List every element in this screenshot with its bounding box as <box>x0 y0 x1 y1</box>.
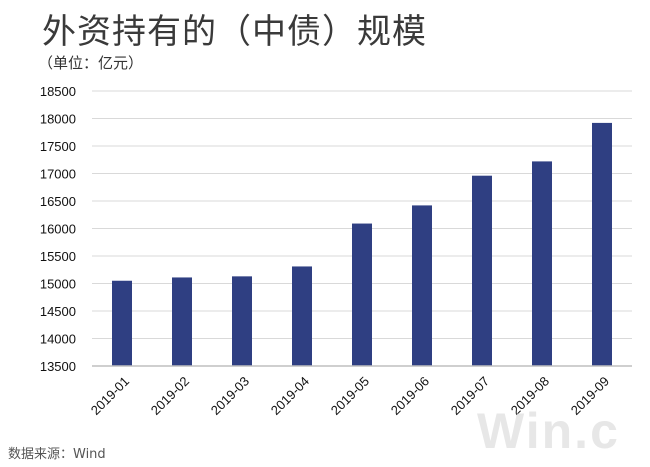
bar-2019-09 <box>592 122 612 367</box>
x-tick-label: 2019-01 <box>88 374 132 418</box>
bar-2019-08 <box>532 161 552 366</box>
bar-2019-05 <box>352 223 372 366</box>
x-tick-label: 2019-05 <box>328 374 372 418</box>
y-tick-label: 16500 <box>40 194 76 209</box>
y-axis-ticks: 13500 14000 14500 15000 15500 16000 16500 17000… <box>40 84 76 374</box>
y-tick-label: 18500 <box>40 84 76 99</box>
y-tick-label: 15500 <box>40 249 76 264</box>
bar-2019-01 <box>112 280 132 366</box>
bars <box>112 122 612 367</box>
chart-title: 外资持有的（中债）规模 <box>42 12 427 52</box>
bar-2019-02 <box>172 277 192 366</box>
bar-2019-07 <box>472 175 492 366</box>
y-tick-label: 15000 <box>40 277 76 292</box>
x-tick-label: 2019-03 <box>208 374 252 418</box>
bar-2019-03 <box>232 276 252 366</box>
y-tick-label: 14500 <box>40 304 76 319</box>
bar-2019-06 <box>412 205 432 366</box>
x-tick-label: 2019-06 <box>388 374 432 418</box>
bar-2019-04 <box>292 266 312 366</box>
watermark-logo: Win.c <box>477 403 620 459</box>
y-tick-label: 13500 <box>40 359 76 374</box>
x-tick-label: 2019-02 <box>148 374 192 418</box>
source-note: 数据来源：Wind <box>8 447 106 462</box>
y-tick-label: 17500 <box>40 139 76 154</box>
y-tick-label: 14000 <box>40 332 76 347</box>
x-tick-label: 2019-04 <box>268 374 312 418</box>
y-tick-label: 16000 <box>40 222 76 237</box>
y-tick-label: 17000 <box>40 167 76 182</box>
y-tick-label: 18000 <box>40 112 76 127</box>
unit-label: （单位：亿元） <box>38 54 144 72</box>
